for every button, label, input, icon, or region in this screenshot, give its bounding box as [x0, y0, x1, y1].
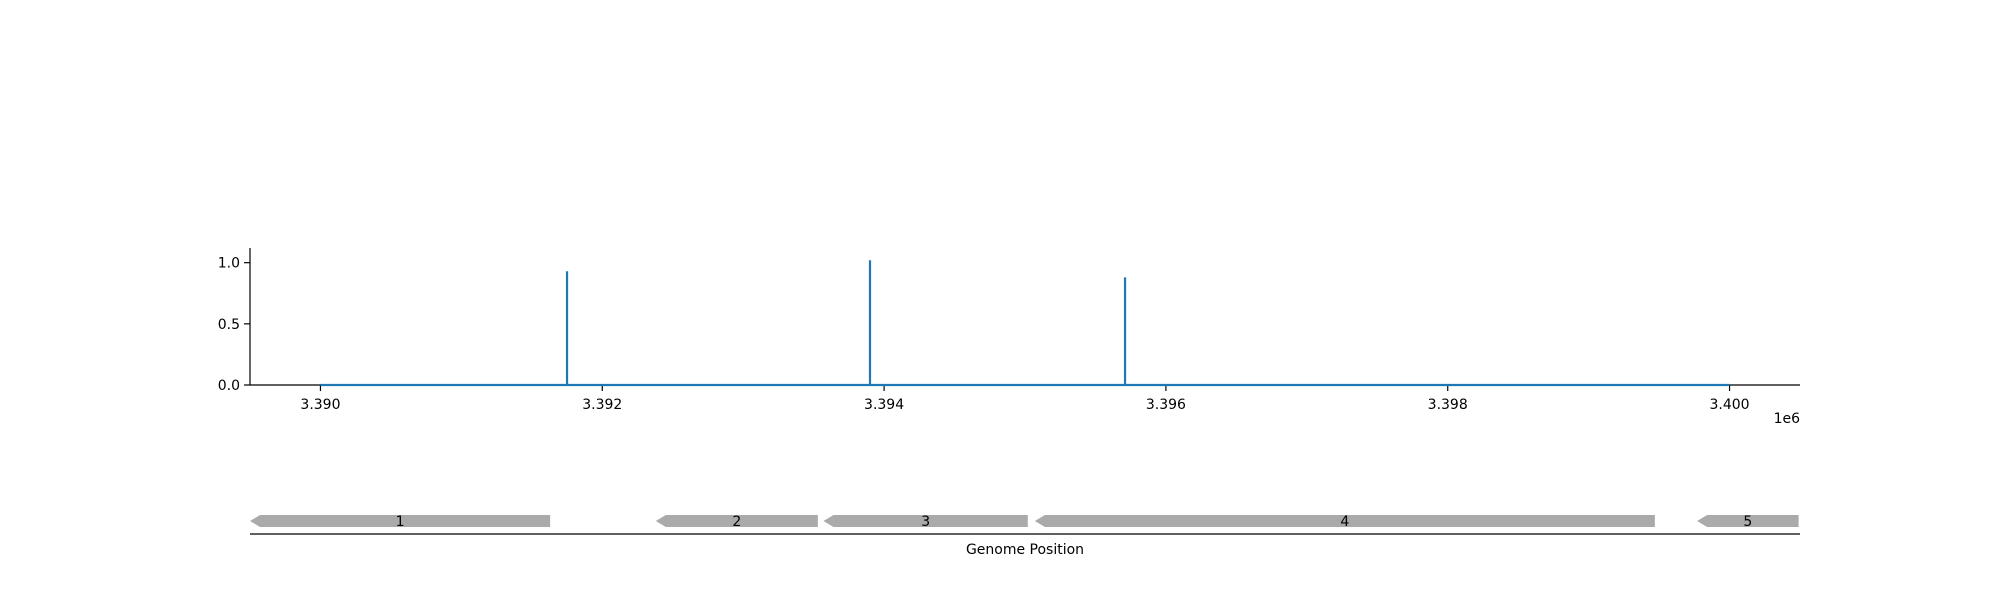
gene-arrow — [823, 515, 1028, 527]
gene-arrow — [1697, 515, 1799, 527]
gene-arrow — [1034, 515, 1655, 527]
gene-arrow — [655, 515, 818, 527]
coverage-line — [320, 260, 1730, 387]
x-tick-label: 3.396 — [1146, 397, 1186, 413]
gene-label: 1 — [396, 514, 405, 530]
gene-label: 5 — [1743, 514, 1752, 530]
gene-label: 3 — [921, 514, 930, 530]
gene-label: 4 — [1340, 514, 1349, 530]
x-offset-label: 1e6 — [1774, 411, 1801, 427]
x-tick-label: 3.392 — [582, 397, 622, 413]
y-tick-label: 0.0 — [218, 378, 240, 394]
x-tick-label: 3.398 — [1428, 397, 1468, 413]
gene-track: 1 2 3 4 5 Genome Position — [250, 514, 1800, 558]
x-tick-label: 3.400 — [1709, 397, 1749, 413]
y-tick-label: 0.5 — [218, 317, 240, 333]
x-axis-label: Genome Position — [966, 542, 1084, 558]
gene-arrow — [250, 515, 551, 527]
gene-label: 2 — [732, 514, 741, 530]
y-tick-label: 1.0 — [218, 256, 240, 272]
x-tick-label: 3.394 — [864, 397, 904, 413]
coverage-plot: 0.0 0.5 1.0 3.390 3.392 3.394 3.396 3.398 3.400 1… — [218, 248, 1800, 427]
x-tick-label: 3.390 — [300, 397, 340, 413]
